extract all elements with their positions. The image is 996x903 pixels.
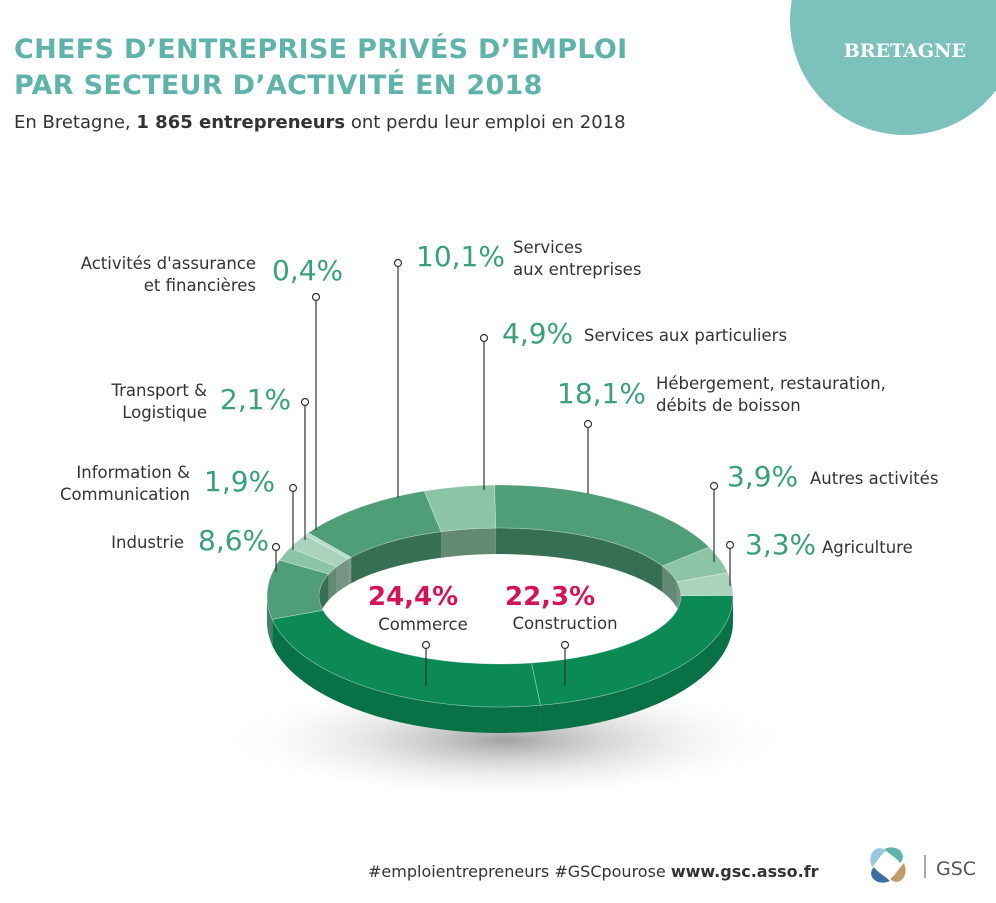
leader-dot: [709, 481, 719, 491]
category-label: Agriculture: [822, 538, 913, 557]
logo-text: GSC: [936, 858, 977, 880]
category-label: Commerce: [378, 615, 468, 634]
category-label: Services aux entreprises: [513, 238, 642, 279]
value-label: 4,9%: [502, 317, 574, 350]
leader-dot: [560, 640, 570, 650]
value-label: 3,3%: [745, 528, 817, 561]
value-label: 24,4%: [368, 582, 459, 612]
value-label: 22,3%: [505, 582, 596, 612]
category-label: Transport & Logistique: [111, 381, 207, 422]
subtitle: En Bretagne, 1 865 entrepreneurs ont per…: [14, 112, 626, 133]
segment-side: [272, 619, 541, 733]
value-label: 0,4%: [272, 254, 344, 287]
segment-inner-wall: [336, 558, 349, 593]
category-label: Services aux particuliers: [584, 326, 788, 345]
segment-inner-wall: [348, 557, 352, 585]
value-label: 8,6%: [198, 524, 270, 557]
title: CHEFS D’ENTREPRISE PRIVÉS D’EMPLOI: [14, 34, 628, 65]
segment-inner-wall: [495, 528, 663, 592]
donut-segment: [271, 609, 541, 708]
category-label: Industrie: [111, 533, 184, 552]
leader-dot: [583, 419, 593, 429]
logo-icon: [870, 847, 906, 883]
title: PAR SECTEUR D’ACTIVITÉ EN 2018: [14, 70, 543, 101]
segment-side: [540, 596, 733, 732]
leader-dot: [311, 292, 321, 302]
value-label: 3,9%: [727, 460, 799, 493]
category-label: Construction: [512, 614, 618, 633]
leader-dot: [725, 540, 735, 550]
subtitle-bold: 1 865 entrepreneurs: [136, 112, 346, 133]
footer-tags: #emploientrepreneurs #GSCpourose: [368, 862, 666, 881]
badge: BRETAGNE: [843, 40, 966, 62]
category-label: Autres activités: [810, 469, 939, 488]
footer-site: www.gsc.asso.fr: [670, 862, 819, 881]
category-label: Hébergement, restauration, débits de boi…: [656, 374, 886, 415]
leader-dot: [393, 258, 403, 268]
leader-dot: [421, 640, 431, 650]
segment-inner-wall: [441, 528, 496, 558]
badge-circle: [790, 0, 996, 135]
value-label: 10,1%: [416, 240, 505, 273]
category-label: Activités d'assurance et financières: [80, 254, 256, 295]
leader-dot: [288, 483, 298, 493]
segment-inner-wall: [351, 531, 442, 584]
category-label: Information & Communication: [59, 463, 190, 504]
value-label: 2,1%: [220, 383, 292, 416]
leader-dot: [479, 333, 489, 343]
value-label: 1,9%: [204, 465, 276, 498]
value-label: 18,1%: [557, 377, 646, 410]
segment-inner-wall: [328, 566, 337, 601]
footer: #emploientrepreneurs #GSCpourose www.gsc…: [368, 862, 819, 881]
leader-dot: [300, 397, 310, 407]
leader-dot: [271, 542, 281, 552]
subtitle-text: En Bretagne,: [14, 112, 137, 133]
subtitle-text: ont perdu leur emploi en 2018: [345, 112, 626, 133]
